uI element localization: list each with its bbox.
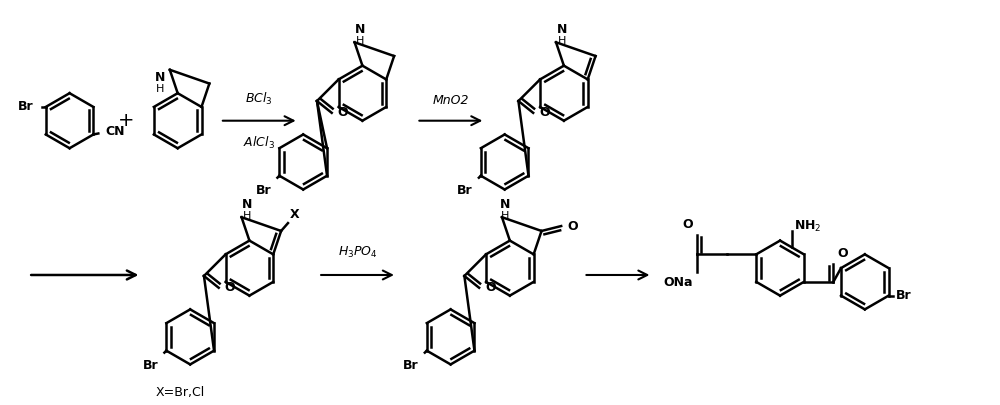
Text: Br: Br	[18, 100, 34, 113]
Text: Br: Br	[403, 358, 419, 371]
Text: N: N	[155, 71, 165, 84]
Text: H: H	[156, 84, 164, 94]
Text: CN: CN	[105, 125, 125, 138]
Text: AlCl$_3$: AlCl$_3$	[243, 134, 275, 151]
Text: Br: Br	[457, 183, 473, 196]
Text: Br: Br	[896, 289, 911, 302]
Text: N: N	[500, 198, 510, 211]
Text: O: O	[567, 220, 578, 232]
Text: O: O	[338, 107, 348, 119]
Text: H: H	[501, 211, 509, 221]
Text: O: O	[683, 218, 693, 231]
Text: H$_3$PO$_4$: H$_3$PO$_4$	[338, 245, 377, 260]
Text: N: N	[557, 23, 567, 36]
Text: O: O	[539, 107, 550, 119]
Text: N: N	[355, 23, 366, 36]
Text: H: H	[558, 36, 566, 46]
Text: X: X	[290, 208, 300, 221]
Text: BCl$_3$: BCl$_3$	[245, 91, 273, 107]
Text: O: O	[837, 247, 848, 260]
Text: H: H	[243, 211, 252, 221]
Text: O: O	[485, 281, 496, 294]
Text: +: +	[118, 111, 135, 130]
Text: N: N	[242, 198, 253, 211]
Text: H: H	[356, 36, 365, 46]
Text: O: O	[225, 281, 235, 294]
Text: X=Br,Cl: X=Br,Cl	[156, 386, 205, 399]
Text: Br: Br	[143, 358, 159, 371]
Text: Br: Br	[256, 183, 272, 196]
Text: MnO2: MnO2	[433, 94, 469, 107]
Text: NH$_2$: NH$_2$	[794, 219, 821, 234]
Text: ONa: ONa	[664, 276, 693, 289]
